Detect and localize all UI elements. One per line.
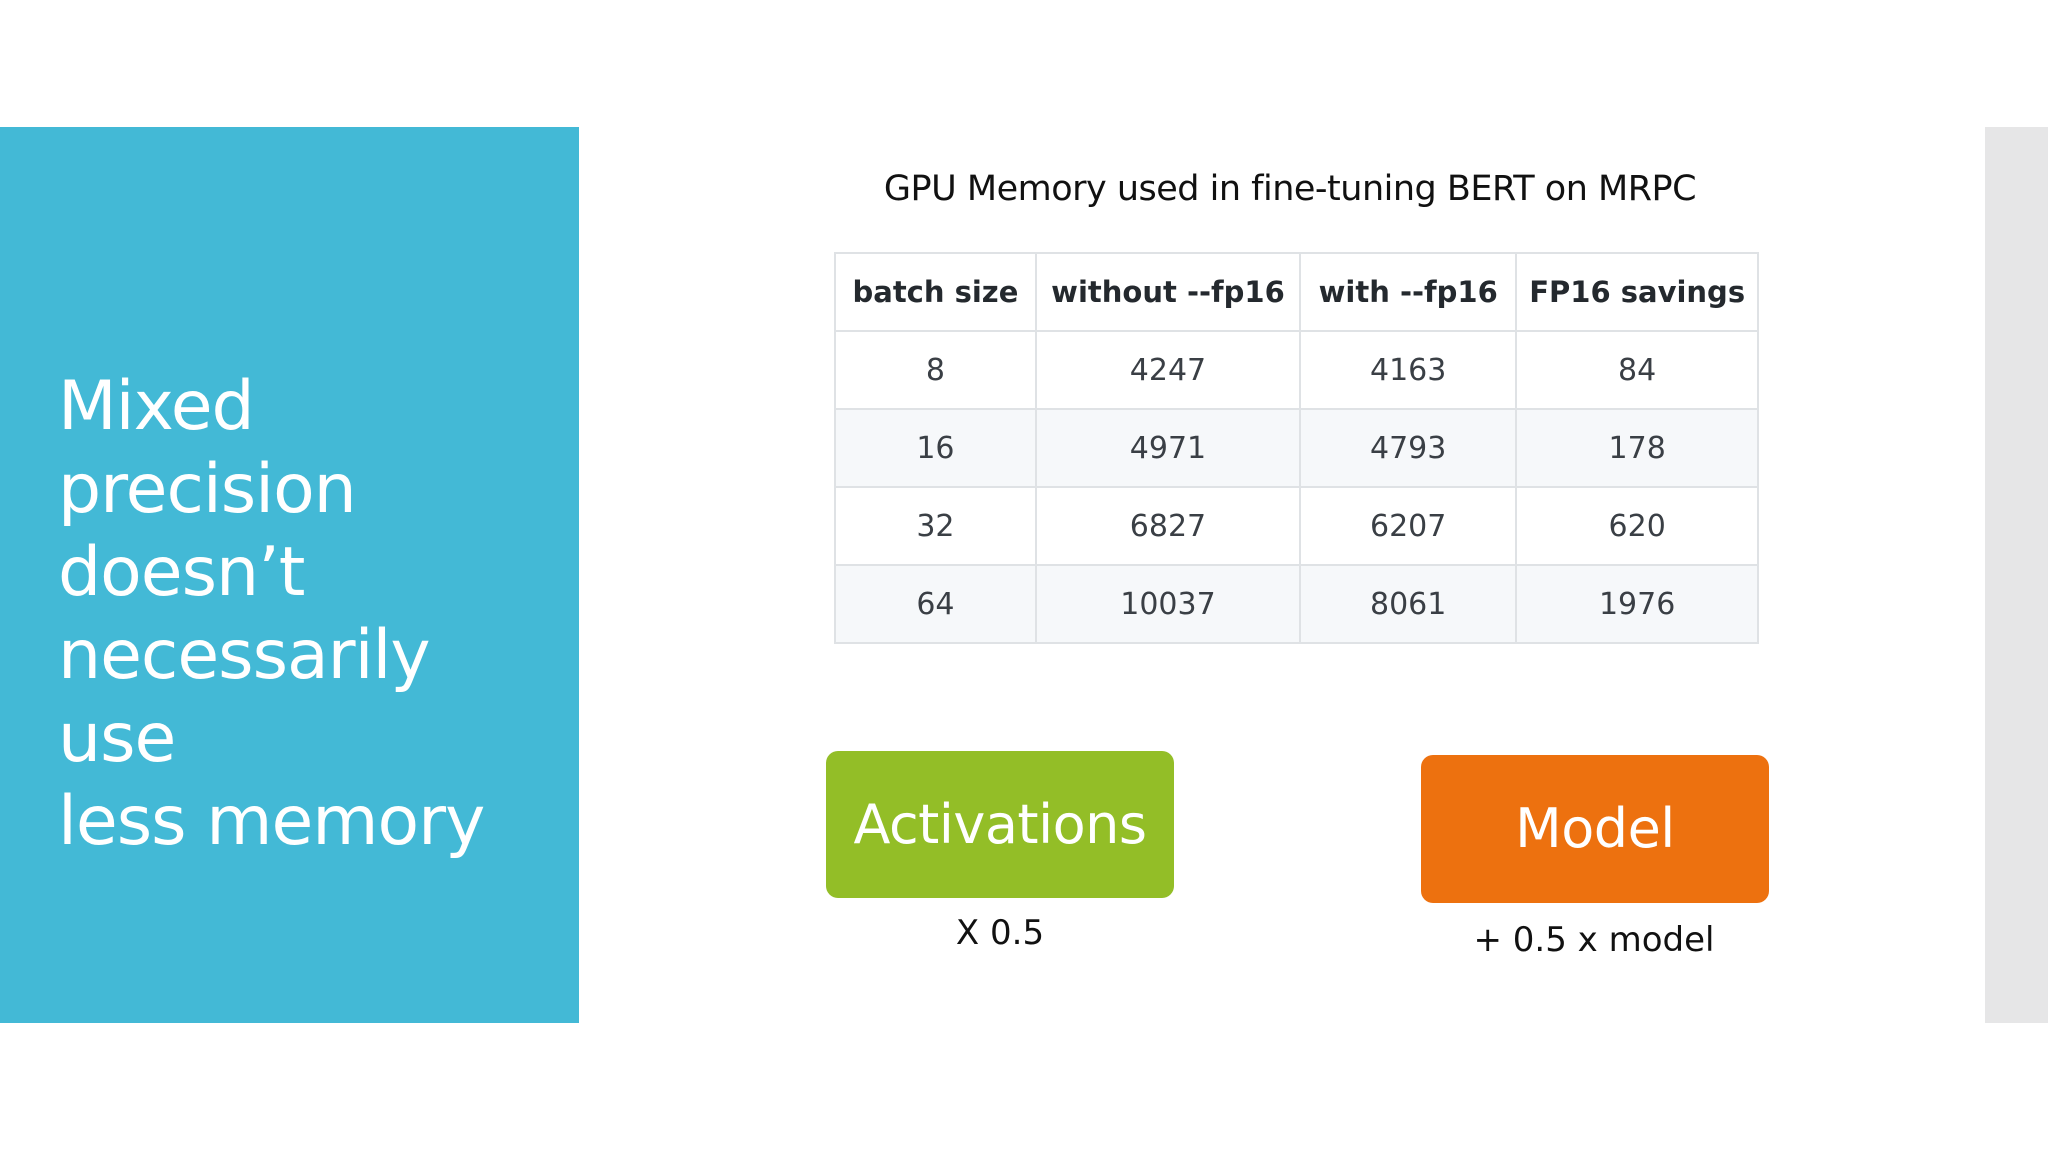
header-without-fp16: without --fp16 [1034, 252, 1302, 332]
table-caption: GPU Memory used in fine-tuning BERT on M… [883, 169, 1697, 209]
table-row: 8 4247 4163 84 [834, 330, 1759, 410]
model-box: Model [1421, 755, 1769, 903]
table-row: 16 4971 4793 178 [834, 408, 1759, 488]
activations-box: Activations [826, 751, 1174, 898]
cell-with-fp16: 6207 [1299, 486, 1518, 566]
cell-batch-size: 64 [834, 564, 1037, 644]
cell-without-fp16: 4971 [1034, 408, 1302, 488]
cell-with-fp16: 8061 [1299, 564, 1518, 644]
cell-fp16-savings: 620 [1515, 486, 1759, 566]
slide-title: Mixed precision doesn’t necessarily use … [58, 367, 485, 861]
table-header-row: batch size without --fp16 with --fp16 FP… [834, 252, 1759, 332]
header-batch-size: batch size [834, 252, 1037, 332]
cell-fp16-savings: 1976 [1515, 564, 1759, 644]
memory-table: batch size without --fp16 with --fp16 FP… [834, 252, 1759, 644]
cell-with-fp16: 4163 [1299, 330, 1518, 410]
model-note: + 0.5 x model [1473, 920, 1715, 960]
cell-fp16-savings: 178 [1515, 408, 1759, 488]
cell-batch-size: 32 [834, 486, 1037, 566]
activations-note: X 0.5 [955, 913, 1045, 953]
cell-with-fp16: 4793 [1299, 408, 1518, 488]
cell-without-fp16: 4247 [1034, 330, 1302, 410]
cell-batch-size: 16 [834, 408, 1037, 488]
table-row: 32 6827 6207 620 [834, 486, 1759, 566]
table-row: 64 10037 8061 1976 [834, 564, 1759, 644]
cell-without-fp16: 10037 [1034, 564, 1302, 644]
right-decoration-strip [1985, 127, 2048, 1023]
title-panel [0, 127, 579, 1023]
cell-without-fp16: 6827 [1034, 486, 1302, 566]
header-with-fp16: with --fp16 [1299, 252, 1518, 332]
cell-batch-size: 8 [834, 330, 1037, 410]
header-fp16-savings: FP16 savings [1515, 252, 1759, 332]
cell-fp16-savings: 84 [1515, 330, 1759, 410]
